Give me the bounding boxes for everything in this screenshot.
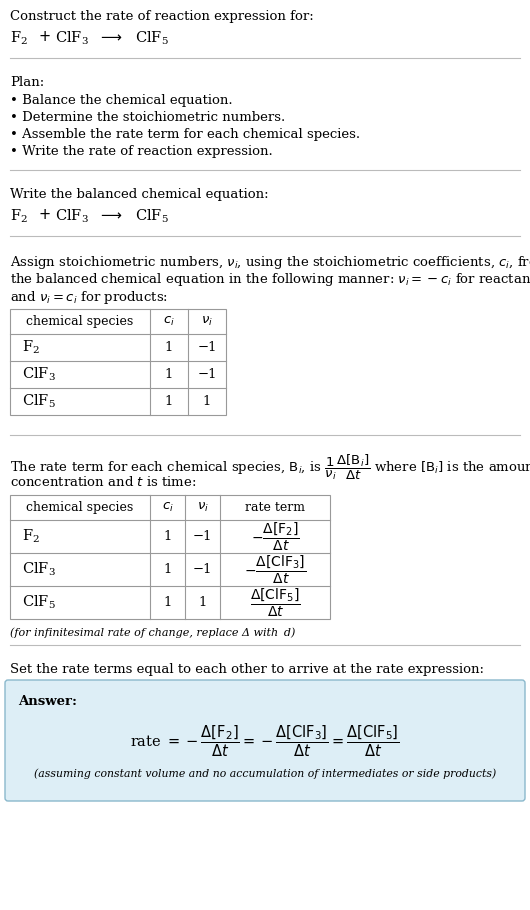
Text: $-\dfrac{\Delta[\mathrm{F_2}]}{\Delta t}$: $-\dfrac{\Delta[\mathrm{F_2}]}{\Delta t}… [251, 521, 299, 552]
Text: 1: 1 [203, 395, 211, 408]
Text: $\mathregular{F_2}$: $\mathregular{F_2}$ [22, 528, 40, 545]
Text: 1: 1 [163, 530, 172, 543]
Text: (for infinitesimal rate of change, replace Δ with  d): (for infinitesimal rate of change, repla… [10, 627, 295, 638]
Text: Write the balanced chemical equation:: Write the balanced chemical equation: [10, 188, 269, 201]
Text: $\longrightarrow$: $\longrightarrow$ [98, 30, 123, 44]
Text: Construct the rate of reaction expression for:: Construct the rate of reaction expressio… [10, 10, 314, 23]
Text: $c_i$: $c_i$ [163, 315, 175, 328]
Text: $+$: $+$ [38, 30, 51, 44]
Text: $\longrightarrow$: $\longrightarrow$ [98, 208, 123, 222]
Text: • Assemble the rate term for each chemical species.: • Assemble the rate term for each chemic… [10, 128, 360, 141]
Text: Assign stoichiometric numbers, $\nu_i$, using the stoichiometric coefficients, $: Assign stoichiometric numbers, $\nu_i$, … [10, 254, 530, 271]
Text: chemical species: chemical species [26, 315, 134, 328]
Text: −1: −1 [197, 341, 217, 354]
Text: $\nu_i$: $\nu_i$ [201, 315, 213, 328]
Text: $-\dfrac{\Delta[\mathrm{ClF_3}]}{\Delta t}$: $-\dfrac{\Delta[\mathrm{ClF_3}]}{\Delta … [244, 553, 306, 586]
Text: $c_i$: $c_i$ [162, 501, 173, 514]
Text: −1: −1 [197, 368, 217, 381]
Text: the balanced chemical equation in the following manner: $\nu_i = -c_i$ for react: the balanced chemical equation in the fo… [10, 271, 530, 288]
FancyBboxPatch shape [5, 680, 525, 801]
Text: −1: −1 [193, 563, 212, 576]
Text: $\nu_i$: $\nu_i$ [197, 501, 208, 514]
Text: $\mathregular{ClF_5}$: $\mathregular{ClF_5}$ [22, 393, 56, 410]
Text: $\dfrac{\Delta[\mathrm{ClF_5}]}{\Delta t}$: $\dfrac{\Delta[\mathrm{ClF_5}]}{\Delta t… [250, 586, 301, 619]
Text: (assuming constant volume and no accumulation of intermediates or side products): (assuming constant volume and no accumul… [34, 768, 496, 779]
Text: $\mathregular{F_2}$: $\mathregular{F_2}$ [22, 339, 40, 356]
Text: rate term: rate term [245, 501, 305, 514]
Text: 1: 1 [163, 596, 172, 609]
Text: 1: 1 [165, 341, 173, 354]
Text: $\mathregular{ClF_5}$: $\mathregular{ClF_5}$ [22, 594, 56, 612]
Bar [10, 309, 226, 415]
Text: 1: 1 [165, 395, 173, 408]
Text: $\mathregular{ClF_5}$: $\mathregular{ClF_5}$ [135, 30, 169, 47]
Text: $\mathregular{ClF_3}$: $\mathregular{ClF_3}$ [55, 30, 89, 47]
Text: • Write the rate of reaction expression.: • Write the rate of reaction expression. [10, 145, 273, 158]
Text: $\mathregular{ClF_3}$: $\mathregular{ClF_3}$ [22, 366, 56, 383]
Bar [10, 495, 330, 619]
Text: and $\nu_i = c_i$ for products:: and $\nu_i = c_i$ for products: [10, 289, 168, 306]
Text: rate $= -\dfrac{\Delta[\mathrm{F_2}]}{\Delta t} = -\dfrac{\Delta[\mathrm{ClF_3}]: rate $= -\dfrac{\Delta[\mathrm{F_2}]}{\D… [130, 723, 400, 759]
Text: Answer:: Answer: [18, 695, 77, 708]
Text: concentration and $t$ is time:: concentration and $t$ is time: [10, 475, 197, 489]
Text: $\mathregular{F_2}$: $\mathregular{F_2}$ [10, 30, 28, 47]
Text: 1: 1 [198, 596, 207, 609]
Text: Plan:: Plan: [10, 76, 44, 89]
Text: −1: −1 [193, 530, 212, 543]
Text: $\mathregular{F_2}$: $\mathregular{F_2}$ [10, 208, 28, 226]
Text: • Determine the stoichiometric numbers.: • Determine the stoichiometric numbers. [10, 111, 285, 124]
Text: The rate term for each chemical species, $\mathrm{B}_i$, is $\dfrac{1}{\nu_i}\df: The rate term for each chemical species,… [10, 453, 530, 482]
Text: $+$: $+$ [38, 208, 51, 222]
Text: 1: 1 [165, 368, 173, 381]
Text: Set the rate terms equal to each other to arrive at the rate expression:: Set the rate terms equal to each other t… [10, 663, 484, 676]
Text: chemical species: chemical species [26, 501, 134, 514]
Text: $\mathregular{ClF_5}$: $\mathregular{ClF_5}$ [135, 208, 169, 226]
Text: 1: 1 [163, 563, 172, 576]
Text: • Balance the chemical equation.: • Balance the chemical equation. [10, 94, 233, 107]
Text: $\mathregular{ClF_3}$: $\mathregular{ClF_3}$ [55, 208, 89, 226]
Text: $\mathregular{ClF_3}$: $\mathregular{ClF_3}$ [22, 561, 56, 578]
